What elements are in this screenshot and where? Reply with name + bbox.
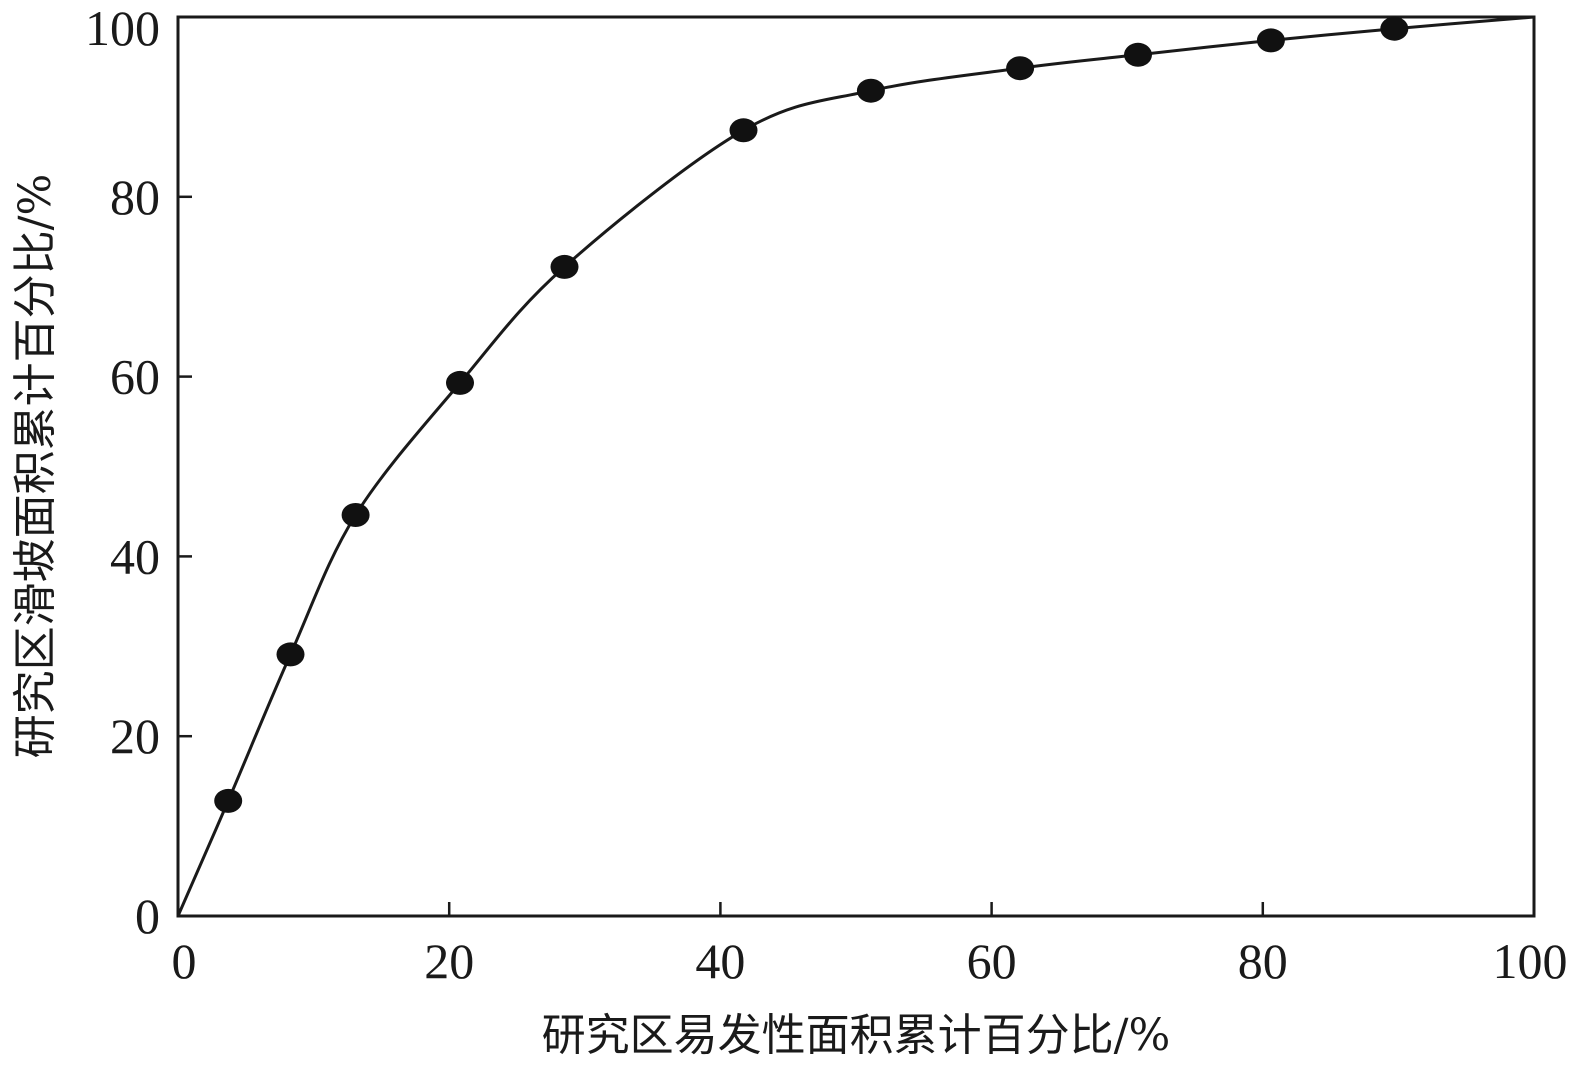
data-point: [550, 254, 579, 279]
x-axis-ticks: [447, 902, 1265, 916]
y-tick-label: 40: [110, 528, 160, 584]
data-point: [729, 118, 758, 143]
y-axis-ticks: [178, 195, 192, 738]
data-point: [856, 78, 885, 103]
y-tick-label: 20: [110, 708, 160, 764]
y-tick-label: 60: [110, 349, 160, 405]
series-markers: [214, 16, 1409, 813]
data-point: [214, 788, 243, 813]
data-point: [276, 642, 305, 667]
x-tick-label: 60: [967, 933, 1017, 989]
y-axis-tick-labels: 0 20 40 60 80 100: [85, 0, 160, 944]
y-axis-title: 研究区滑坡面积累计百分比/%: [10, 174, 61, 759]
x-tick-label: 100: [1493, 933, 1568, 989]
x-tick-label: 20: [424, 933, 474, 989]
data-point: [446, 370, 474, 395]
y-tick-label: 80: [110, 169, 160, 225]
y-tick-label: 0: [135, 888, 160, 944]
plot-frame: [176, 15, 1536, 918]
x-axis-title: 研究区易发性面积累计百分比/%: [542, 1010, 1171, 1061]
x-axis-tick-labels: 0 20 40 60 80 100: [172, 933, 1568, 989]
data-point: [341, 503, 370, 527]
data-point: [1256, 28, 1285, 53]
x-tick-label: 0: [172, 933, 197, 989]
data-point: [1124, 42, 1152, 67]
data-point: [1006, 56, 1035, 81]
series-curve-line: [176, 15, 1535, 917]
data-point: [1380, 16, 1409, 41]
y-tick-label: 100: [85, 0, 160, 56]
x-tick-label: 80: [1238, 933, 1288, 989]
x-tick-label: 40: [695, 933, 745, 989]
